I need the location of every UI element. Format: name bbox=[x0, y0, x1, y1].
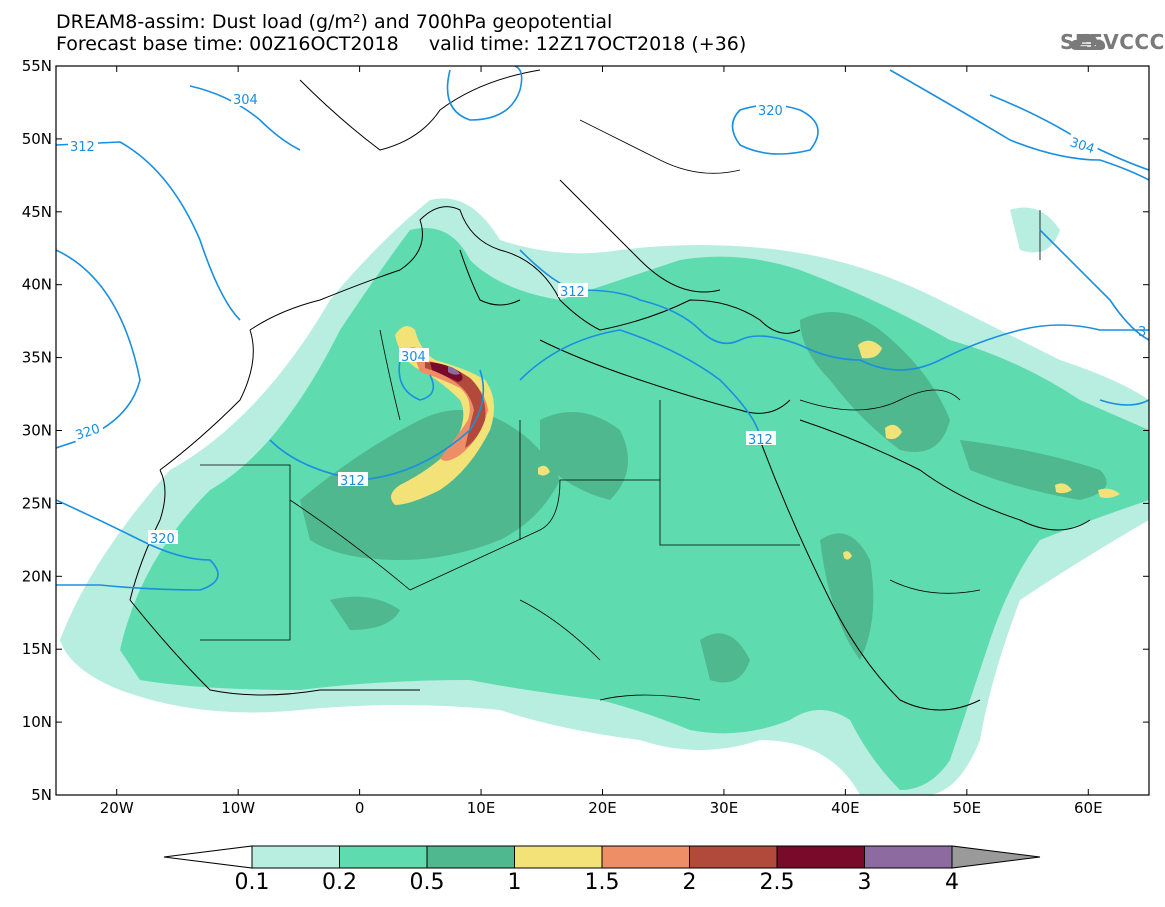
longitude-label: 20W bbox=[100, 799, 134, 817]
latitude-label: 5N bbox=[31, 786, 52, 804]
longitude-label: 50E bbox=[953, 799, 982, 817]
contour-label: 320 bbox=[758, 104, 783, 119]
latitude-label: 25N bbox=[22, 494, 52, 512]
contour-label: 312 bbox=[340, 474, 365, 489]
longitude-label: 40E bbox=[831, 799, 860, 817]
cloud-icon bbox=[1070, 33, 1106, 50]
contour-label: 312 bbox=[70, 140, 95, 155]
colorbar-segment bbox=[864, 845, 953, 869]
longitude-label: 0 bbox=[355, 799, 365, 817]
colorbar-segment bbox=[514, 845, 603, 869]
geopotential-contours bbox=[56, 66, 1149, 591]
dust-level-2-5 bbox=[430, 362, 463, 382]
colorbar-label: 0.1 bbox=[234, 870, 270, 895]
colorbar bbox=[163, 845, 1041, 869]
coastlines bbox=[129, 69, 1091, 711]
longitude-axis: 20W 10W 0 10E 20E 30E 40E 50E 60E bbox=[100, 799, 1103, 817]
latitude-label: 30N bbox=[22, 422, 52, 440]
map-area: 304 304 304 312 312 312 312 320 320 320 … bbox=[56, 66, 1149, 795]
colorbar-label: 4 bbox=[945, 870, 959, 895]
colorbar-label: 2.5 bbox=[759, 870, 795, 895]
colorbar-segment bbox=[339, 845, 428, 869]
colorbar-segment bbox=[251, 845, 340, 869]
contour-labels: 304 304 304 312 312 312 312 320 320 320 … bbox=[68, 92, 1146, 547]
latitude-label: 20N bbox=[22, 567, 52, 585]
contour-label: 320 bbox=[74, 422, 102, 444]
latitude-label: 35N bbox=[22, 349, 52, 367]
colorbar-segment bbox=[601, 845, 690, 869]
latitude-axis: 55N 50N 45N 40N 35N 30N 25N 20N 15N 10N 5N bbox=[22, 57, 52, 804]
longitude-label: 30E bbox=[710, 799, 739, 817]
latitude-label: 10N bbox=[22, 713, 52, 731]
colorbar-upper-extension bbox=[951, 845, 1041, 869]
colorbar-segment bbox=[689, 845, 778, 869]
colorbar-segment bbox=[776, 845, 865, 869]
logo-text: SEEVCCC bbox=[1060, 30, 1165, 54]
dust-level-1 bbox=[391, 326, 1120, 560]
colorbar-label: 2 bbox=[682, 870, 697, 895]
colorbar-segment bbox=[426, 845, 515, 869]
colorbar-label: 0.2 bbox=[322, 870, 357, 895]
longitude-label: 10W bbox=[221, 799, 255, 817]
dust-level-2 bbox=[425, 362, 486, 448]
dust-level-0-5 bbox=[300, 312, 1107, 683]
dust-level-3 bbox=[448, 366, 460, 375]
axis-ticks bbox=[56, 65, 1149, 796]
colorbar-lower-extension bbox=[163, 845, 253, 869]
colorbar-label: 1.5 bbox=[584, 870, 620, 895]
colorbar-label: 0.5 bbox=[409, 870, 445, 895]
contour-label: 312 bbox=[748, 433, 773, 448]
longitude-label: 10E bbox=[467, 799, 496, 817]
contour-label: 304 bbox=[401, 350, 426, 365]
latitude-label: 40N bbox=[22, 276, 52, 294]
latitude-label: 15N bbox=[22, 640, 52, 658]
contour-label: 304 bbox=[233, 93, 258, 108]
contour-label: 3 bbox=[1138, 325, 1146, 340]
country-borders bbox=[200, 119, 1041, 701]
contour-label: 304 bbox=[1068, 135, 1096, 157]
colorbar-label: 3 bbox=[857, 870, 872, 895]
map-title: DREAM8-assim: Dust load (g/m²) and 700hP… bbox=[56, 11, 613, 33]
contour-label: 320 bbox=[150, 532, 175, 547]
longitude-label: 60E bbox=[1074, 799, 1103, 817]
map-subtitle: Forecast base time: 00Z16OCT2018 valid t… bbox=[56, 33, 747, 55]
contour-label: 312 bbox=[560, 285, 585, 300]
latitude-label: 55N bbox=[22, 57, 52, 75]
colorbar-label: 1 bbox=[507, 870, 522, 895]
latitude-label: 50N bbox=[22, 130, 52, 148]
longitude-label: 20E bbox=[588, 799, 617, 817]
latitude-label: 45N bbox=[22, 203, 52, 221]
